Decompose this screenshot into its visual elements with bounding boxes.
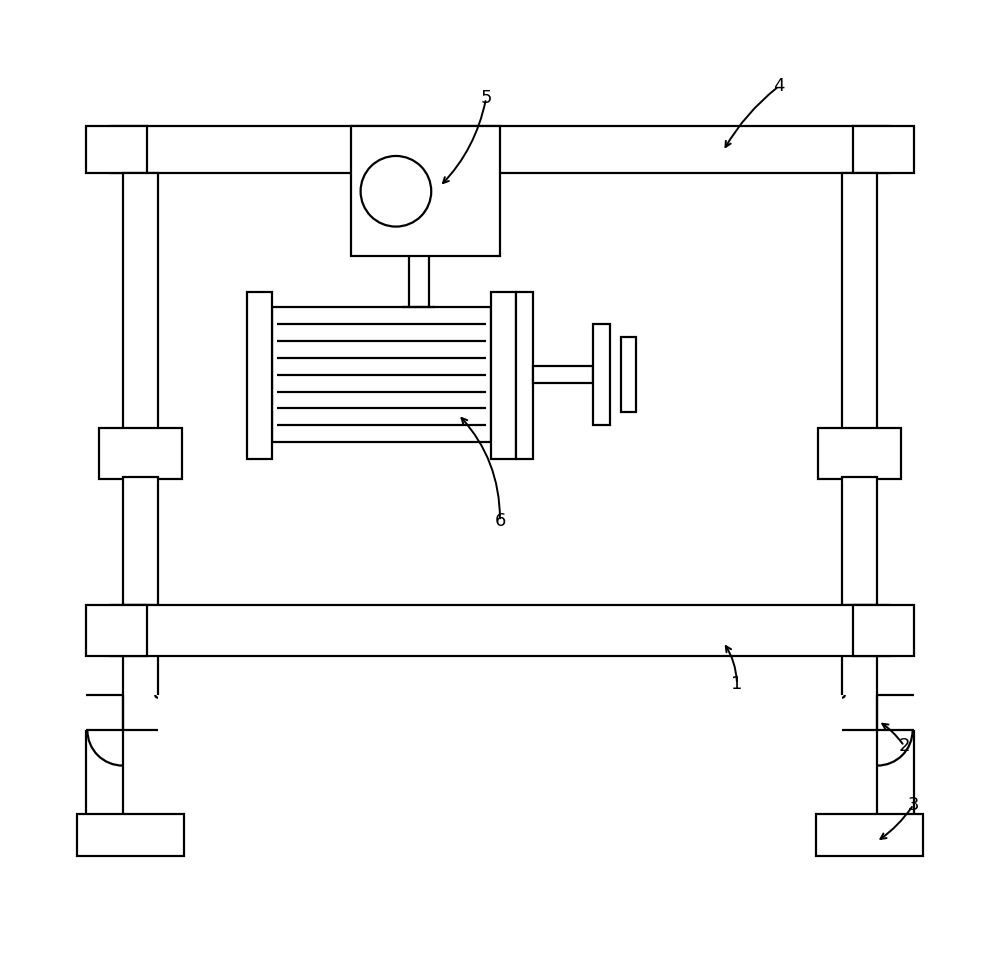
Polygon shape xyxy=(853,126,914,172)
Text: 4: 4 xyxy=(773,77,785,95)
Text: 3: 3 xyxy=(908,796,919,813)
Polygon shape xyxy=(593,324,610,426)
Polygon shape xyxy=(99,428,182,479)
Polygon shape xyxy=(86,126,147,172)
Polygon shape xyxy=(816,814,923,856)
Polygon shape xyxy=(86,605,147,656)
Polygon shape xyxy=(77,814,184,856)
Polygon shape xyxy=(272,308,491,442)
Polygon shape xyxy=(842,172,877,433)
Polygon shape xyxy=(842,476,877,605)
Polygon shape xyxy=(351,126,500,257)
Polygon shape xyxy=(853,605,914,656)
Polygon shape xyxy=(516,291,533,459)
Polygon shape xyxy=(818,428,901,479)
Polygon shape xyxy=(247,291,272,459)
Polygon shape xyxy=(621,337,636,411)
Text: 6: 6 xyxy=(494,512,506,530)
Polygon shape xyxy=(110,605,890,656)
Polygon shape xyxy=(533,367,593,383)
Polygon shape xyxy=(110,126,890,172)
Polygon shape xyxy=(123,476,158,605)
Text: 2: 2 xyxy=(898,737,910,755)
Text: 5: 5 xyxy=(480,89,492,107)
Polygon shape xyxy=(491,291,516,459)
Polygon shape xyxy=(123,172,158,433)
Text: 1: 1 xyxy=(731,675,743,693)
